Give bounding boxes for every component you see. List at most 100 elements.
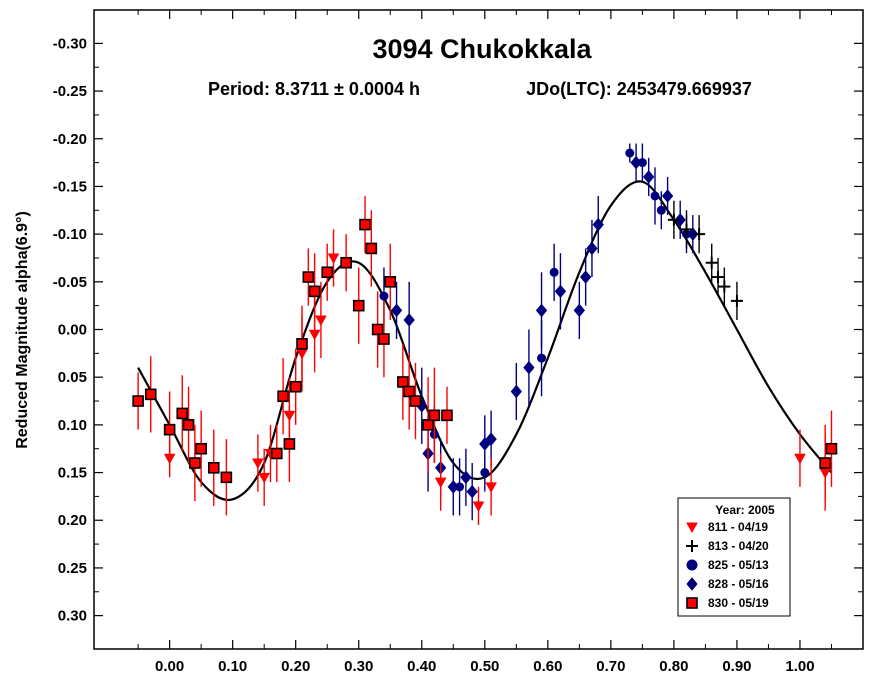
data-point bbox=[580, 270, 592, 284]
data-point bbox=[434, 477, 447, 489]
data-point bbox=[656, 205, 666, 215]
y-tick-label: 0.30 bbox=[58, 608, 87, 625]
data-point bbox=[409, 395, 422, 407]
data-point bbox=[277, 390, 289, 403]
data-point bbox=[384, 276, 397, 288]
data-point bbox=[712, 271, 725, 284]
data-point bbox=[371, 323, 384, 336]
x-tick-label: 0.20 bbox=[281, 658, 310, 675]
x-tick-label: 0.00 bbox=[155, 658, 184, 675]
x-tick-label: 0.70 bbox=[596, 658, 625, 675]
data-point bbox=[176, 407, 189, 420]
data-point bbox=[549, 267, 559, 277]
data-point bbox=[390, 303, 403, 318]
data-point bbox=[327, 253, 340, 264]
x-tick-label: 0.80 bbox=[659, 658, 688, 675]
data-point bbox=[315, 315, 327, 326]
legend-entries: 811 - 04/19 813 - 04/20 825 - 05/13 828 - 0… bbox=[686, 520, 769, 610]
data-point bbox=[163, 423, 176, 436]
x-tick-label: 0.90 bbox=[722, 658, 751, 675]
data-point bbox=[825, 442, 838, 455]
legend-marker bbox=[686, 540, 698, 552]
data-point bbox=[359, 218, 371, 231]
y-tick-labels: -0.30 -0.25 -0.20 -0.15 -0.10 -0.05 0.00 0.05 0.… bbox=[53, 35, 87, 624]
data-point bbox=[466, 484, 478, 499]
data-point bbox=[705, 256, 718, 269]
data-point bbox=[308, 329, 321, 341]
data-point bbox=[132, 395, 144, 407]
data-point bbox=[794, 453, 806, 465]
data-point bbox=[674, 213, 686, 227]
data-point bbox=[379, 291, 389, 301]
data-point bbox=[472, 501, 485, 512]
data-point bbox=[480, 468, 490, 478]
data-point bbox=[523, 360, 535, 375]
x-tick-label: 0.30 bbox=[344, 658, 373, 675]
data-point bbox=[403, 385, 415, 398]
data-point bbox=[460, 470, 472, 485]
legend-entry-label: 825 - 05/13 bbox=[708, 558, 769, 572]
y-tick-label: 0.05 bbox=[58, 369, 87, 386]
series-plus bbox=[667, 200, 743, 320]
y-tick-label: -0.30 bbox=[53, 35, 87, 52]
data-point bbox=[207, 461, 220, 474]
data-point bbox=[718, 280, 731, 293]
data-point bbox=[422, 419, 434, 431]
y-tick-label: -0.15 bbox=[53, 178, 87, 195]
y-tick-label: 0.25 bbox=[58, 560, 87, 577]
data-point bbox=[321, 266, 334, 279]
data-point bbox=[819, 457, 831, 469]
data-point bbox=[485, 482, 497, 493]
x-tick-label: 0.10 bbox=[218, 658, 247, 675]
legend-marker bbox=[686, 597, 698, 609]
data-point bbox=[302, 271, 315, 283]
data-point bbox=[270, 447, 283, 460]
data-point bbox=[455, 482, 465, 492]
legend-marker bbox=[686, 559, 698, 571]
data-point bbox=[220, 471, 233, 484]
data-point bbox=[637, 158, 647, 168]
legend-entry-label: 813 - 04/20 bbox=[708, 539, 769, 553]
data-point bbox=[650, 191, 660, 201]
y-axis-label: Reduced Magnitude alpha(6.9°) bbox=[14, 211, 31, 449]
legend-entry-label: 811 - 04/19 bbox=[708, 520, 768, 534]
data-point bbox=[592, 217, 604, 232]
data-point bbox=[643, 170, 655, 184]
chart-title: 3094 Chukokkala bbox=[372, 34, 592, 64]
x-tick-label: 0.40 bbox=[407, 658, 436, 675]
data-points bbox=[132, 143, 838, 526]
data-point bbox=[296, 338, 308, 350]
data-point bbox=[441, 409, 453, 422]
data-point bbox=[586, 241, 598, 256]
y-tick-label: -0.25 bbox=[53, 83, 87, 100]
y-tick-label: 0.00 bbox=[58, 322, 87, 339]
legend-marker bbox=[686, 577, 698, 591]
legend-marker bbox=[686, 522, 698, 534]
legend-entry-label: 830 - 05/19 bbox=[708, 596, 769, 610]
y-tick-label: 0.20 bbox=[58, 512, 87, 529]
data-point bbox=[661, 189, 674, 203]
legend-box bbox=[677, 497, 791, 617]
data-point bbox=[195, 442, 207, 455]
data-point bbox=[308, 285, 321, 298]
data-point bbox=[258, 472, 271, 484]
data-point bbox=[340, 256, 352, 269]
x-tick-label: 0.60 bbox=[533, 658, 562, 675]
x-tick-label: 0.50 bbox=[470, 658, 499, 675]
data-point bbox=[667, 213, 680, 226]
data-point bbox=[289, 380, 302, 393]
y-tick-label: -0.05 bbox=[53, 274, 87, 291]
data-point bbox=[535, 303, 548, 318]
data-point bbox=[182, 419, 195, 431]
x-tick-labels: 0.00 0.10 0.20 0.30 0.40 0.50 0.60 0.70 0.80 0.90… bbox=[155, 658, 815, 675]
x-tick-label: 1.00 bbox=[785, 658, 814, 675]
epoch-label: JDo(LTC): 2453479.669937 bbox=[526, 79, 752, 99]
axis-ticks bbox=[94, 10, 863, 649]
data-point bbox=[573, 303, 586, 318]
data-point bbox=[252, 458, 264, 470]
data-point bbox=[625, 148, 635, 158]
data-point bbox=[730, 294, 743, 307]
y-tick-label: -0.10 bbox=[53, 226, 87, 243]
y-tick-label: 0.15 bbox=[58, 465, 87, 482]
